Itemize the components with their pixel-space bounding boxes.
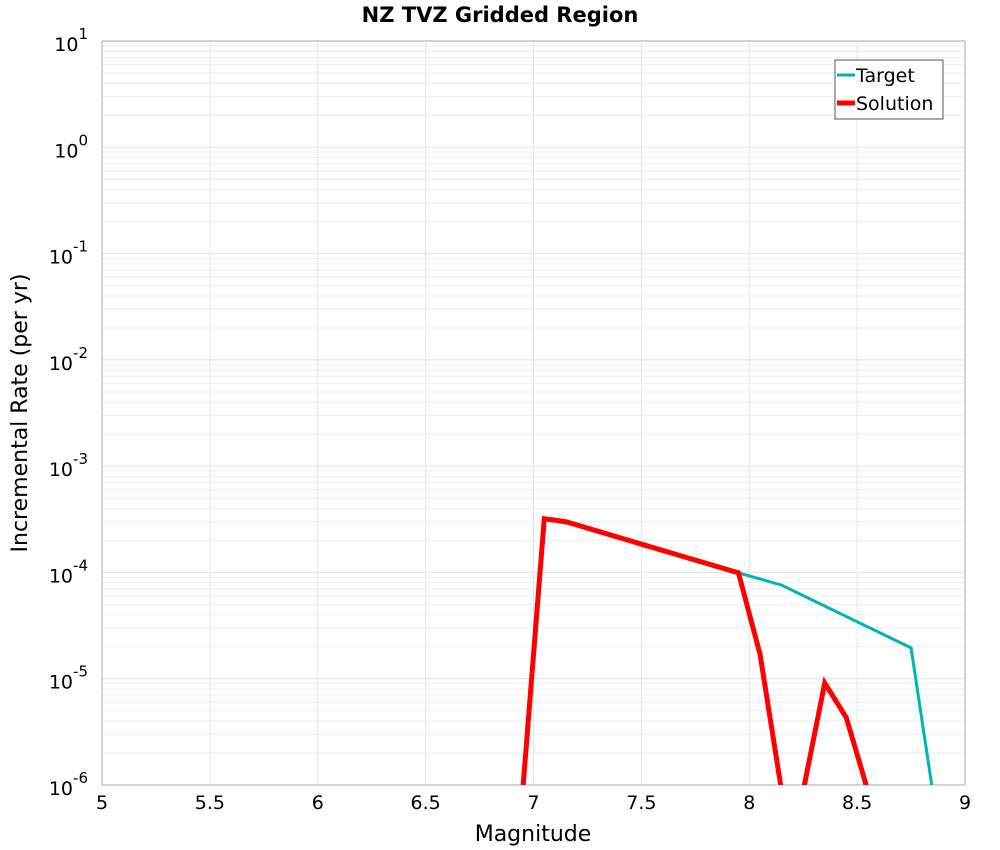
- x-tick-label: 7: [527, 792, 539, 814]
- x-tick-label: 8.5: [842, 792, 872, 814]
- x-tick-label: 6.5: [411, 792, 441, 814]
- y-tick-label: 101: [54, 25, 88, 56]
- x-tick-label: 8: [743, 792, 755, 814]
- y-tick-label: 10-3: [49, 450, 88, 481]
- plot-frame: [101, 40, 966, 786]
- x-tick-label: 9: [959, 792, 971, 814]
- y-tick-label: 10-4: [49, 556, 88, 587]
- legend: Target Solution: [834, 59, 944, 120]
- x-tick-label: 5: [96, 792, 108, 814]
- y-tick-label: 10-1: [49, 238, 88, 269]
- x-tick-label: 6: [312, 792, 324, 814]
- y-tick-label: 10-2: [49, 344, 88, 375]
- series-group: [520, 515, 934, 785]
- series-line-solution: [520, 515, 869, 785]
- y-tick-label: 10-6: [49, 769, 88, 800]
- series-line-target: [521, 517, 934, 785]
- y-tick-label: 10-5: [49, 663, 88, 694]
- y-tick-label: 100: [54, 131, 88, 162]
- x-tick-label: 7.5: [626, 792, 656, 814]
- x-tick-label: 5.5: [195, 792, 225, 814]
- chart-title: NZ TVZ Gridded Region: [362, 3, 639, 27]
- x-axis-label: Magnitude: [475, 822, 592, 847]
- legend-label-solution: Solution: [856, 93, 933, 115]
- legend-label-target: Target: [855, 65, 915, 87]
- y-axis-label: Incremental Rate (per yr): [8, 274, 33, 553]
